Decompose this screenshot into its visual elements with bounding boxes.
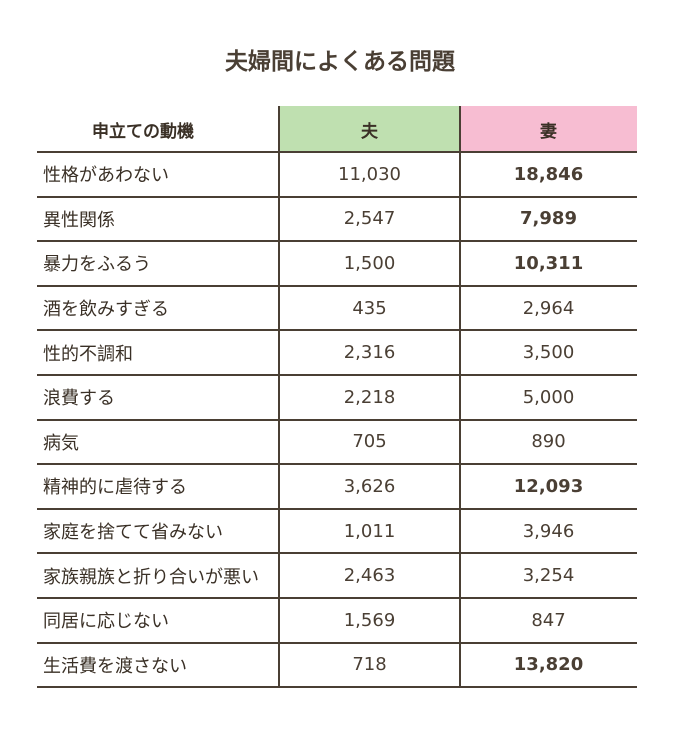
husband-value: 2,547	[343, 208, 396, 230]
row-divider	[37, 686, 637, 689]
husband-value: 11,030	[338, 163, 401, 185]
table-row: 生活費を渡さない 718 13,820	[37, 643, 637, 688]
row-label: 性格があわない	[43, 165, 169, 187]
table-row: 性格があわない 11,030 18,846	[37, 152, 637, 197]
row-divider	[37, 329, 637, 332]
table-row: 酒を飲みすぎる 435 2,964	[37, 286, 637, 331]
table-row: 病気 705 890	[37, 420, 637, 465]
column-divider	[459, 106, 461, 688]
motive-table: 申立ての動機 夫 妻 性格があわない 11,030 18,846 異性関係 2,547 7…	[37, 106, 637, 689]
row-label: 性的不調和	[43, 343, 133, 365]
wife-value: 3,946	[522, 520, 575, 542]
column-divider	[278, 106, 280, 688]
row-divider	[37, 507, 637, 510]
row-divider	[37, 284, 637, 287]
header-motive: 申立ての動機	[92, 121, 194, 142]
row-divider	[37, 195, 637, 198]
row-divider	[37, 240, 637, 243]
wife-value: 13,820	[513, 654, 584, 676]
row-label: 生活費を渡さない	[43, 655, 187, 677]
table-row: 精神的に虐待する 3,626 12,093	[37, 464, 637, 509]
wife-value: 3,254	[522, 565, 575, 587]
table-row: 同居に応じない 1,569 847	[37, 598, 637, 643]
husband-value: 3,626	[343, 475, 396, 497]
row-label: 家族親族と折り合いが悪い	[43, 566, 259, 588]
husband-value: 2,316	[343, 342, 396, 364]
row-label: 異性関係	[43, 209, 115, 231]
wife-value: 5,000	[522, 386, 575, 408]
table-body: 性格があわない 11,030 18,846 異性関係 2,547 7,989 暴力をふるう 1…	[37, 152, 637, 687]
wife-value: 847	[531, 609, 566, 631]
wife-value: 10,311	[513, 252, 584, 274]
husband-value: 1,011	[343, 520, 396, 542]
husband-value: 435	[352, 297, 387, 319]
husband-value: 718	[352, 654, 387, 676]
row-label: 家庭を捨てて省みない	[43, 522, 223, 544]
table-row: 家族親族と折り合いが悪い 2,463 3,254	[37, 553, 637, 598]
row-divider	[37, 418, 637, 421]
table-row: 暴力をふるう 1,500 10,311	[37, 241, 637, 286]
wife-value: 890	[531, 431, 566, 453]
wife-value: 12,093	[513, 475, 584, 497]
wife-value: 18,846	[513, 163, 584, 185]
table-header-row: 申立ての動機 夫 妻	[37, 106, 637, 152]
table-row: 家庭を捨てて省みない 1,011 3,946	[37, 509, 637, 554]
row-divider	[37, 463, 637, 466]
row-label: 同居に応じない	[43, 611, 169, 633]
wife-value: 3,500	[522, 342, 575, 364]
husband-value: 1,500	[343, 252, 396, 274]
header-wife: 妻	[460, 106, 637, 152]
wife-value: 7,989	[520, 208, 577, 230]
row-divider	[37, 641, 637, 644]
row-label: 病気	[43, 432, 79, 454]
table-row: 性的不調和 2,316 3,500	[37, 330, 637, 375]
table-title: 夫婦間によくある問題	[225, 49, 455, 75]
husband-value: 2,218	[343, 386, 396, 408]
row-divider	[37, 552, 637, 555]
wife-value: 2,964	[522, 297, 575, 319]
husband-value: 705	[352, 431, 387, 453]
header-husband: 夫	[279, 106, 460, 152]
table-row: 異性関係 2,547 7,989	[37, 197, 637, 242]
row-label: 精神的に虐待する	[43, 477, 187, 499]
row-divider	[37, 151, 637, 153]
husband-value: 2,463	[343, 565, 396, 587]
row-label: 暴力をふるう	[43, 254, 151, 276]
table-row: 浪費する 2,218 5,000	[37, 375, 637, 420]
row-label: 酒を飲みすぎる	[43, 299, 169, 321]
row-divider	[37, 374, 637, 376]
row-divider	[37, 597, 637, 599]
husband-value: 1,569	[343, 609, 396, 631]
row-label: 浪費する	[43, 388, 115, 410]
